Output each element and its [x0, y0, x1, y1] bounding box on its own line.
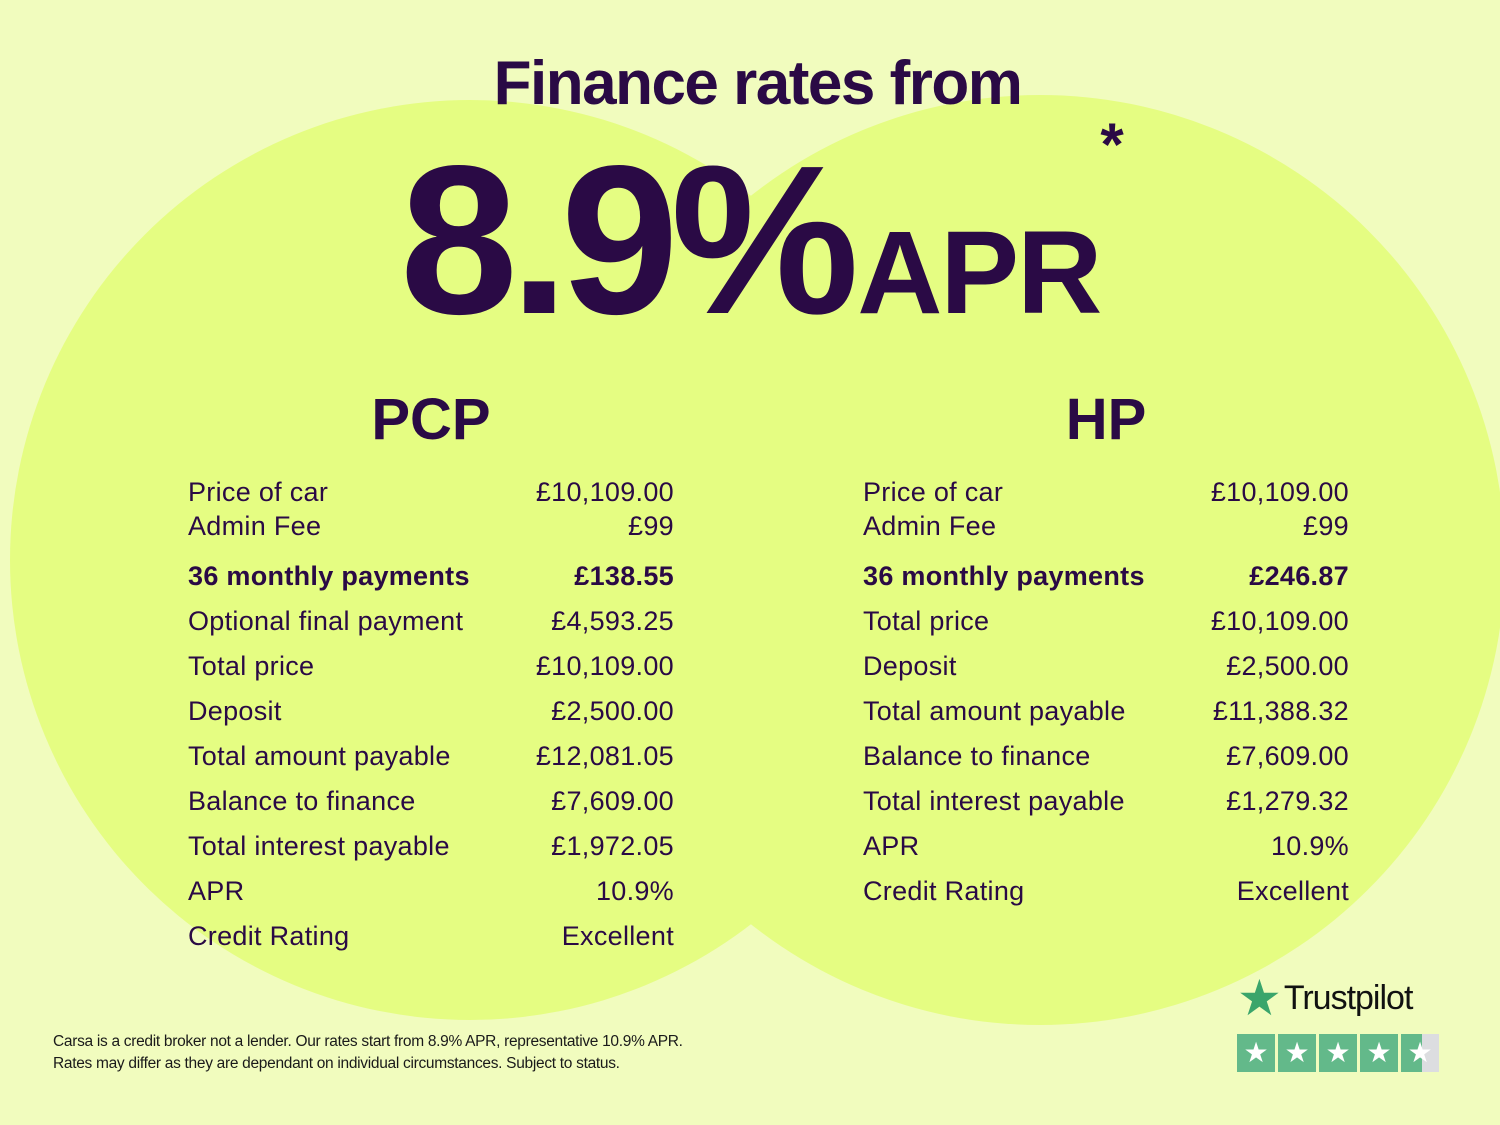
- row-label: Total interest payable: [188, 831, 450, 861]
- row-label: Total amount payable: [863, 696, 1126, 726]
- table-row: Admin Fee £99: [863, 509, 1349, 543]
- row-value: £7,609.00: [1226, 741, 1349, 771]
- rate-apr: APR: [857, 207, 1102, 339]
- table-row: Admin Fee £99: [188, 509, 674, 543]
- star-icon: ★: [1278, 1034, 1316, 1072]
- row-value: £138.55: [574, 561, 674, 591]
- table-row: Price of car £10,109.00: [863, 475, 1349, 509]
- row-label: Deposit: [863, 651, 957, 681]
- table-row: Credit Rating Excellent: [188, 914, 674, 959]
- table-row: 36 monthly payments £138.55: [188, 554, 674, 599]
- row-value: 10.9%: [1270, 831, 1349, 861]
- row-value: £10,109.00: [1210, 606, 1349, 636]
- row-label: Price of car: [188, 477, 329, 507]
- disclaimer: Carsa is a credit broker not a lender. O…: [53, 1031, 683, 1075]
- table-row: Total price £10,109.00: [188, 644, 674, 689]
- row-value: Excellent: [561, 921, 674, 951]
- star-icon: ★: [1360, 1034, 1398, 1072]
- row-value: £1,972.05: [551, 831, 674, 861]
- row-value: £246.87: [1249, 561, 1349, 591]
- table-row: Total amount payable £11,388.32: [863, 689, 1349, 734]
- row-value: £2,500.00: [551, 696, 674, 726]
- pcp-heading: PCP: [371, 387, 491, 452]
- row-label: Total interest payable: [863, 786, 1125, 816]
- table-row: Price of car £10,109.00: [188, 475, 674, 509]
- table-row: Balance to finance £7,609.00: [188, 779, 674, 824]
- row-label: 36 monthly payments: [863, 561, 1145, 591]
- table-row: APR 10.9%: [863, 824, 1349, 869]
- row-label: Admin Fee: [188, 511, 322, 541]
- star-icon: ★: [1401, 1034, 1439, 1072]
- headline-title: Finance rates from: [493, 49, 1023, 118]
- table-row: Total interest payable £1,279.32: [863, 779, 1349, 824]
- row-value: £4,593.25: [551, 606, 674, 636]
- table-row: Deposit £2,500.00: [188, 689, 674, 734]
- row-label: Total price: [863, 606, 990, 636]
- row-label: APR: [188, 876, 245, 906]
- table-row: Optional final payment £4,593.25: [188, 599, 674, 644]
- table-row: 36 monthly payments £246.87: [863, 554, 1349, 599]
- disclaimer-line-2: Rates may differ as they are dependant o…: [53, 1055, 620, 1072]
- table-row: Credit Rating Excellent: [863, 869, 1349, 914]
- row-value: £7,609.00: [551, 786, 674, 816]
- pcp-table: PCP Price of car £10,109.00 Admin Fee £99 36…: [188, 385, 674, 959]
- row-value: £99: [1303, 511, 1349, 541]
- table-row: Total amount payable £12,081.05: [188, 734, 674, 779]
- row-value: 10.9%: [595, 876, 674, 906]
- row-label: Total amount payable: [188, 741, 451, 771]
- row-value: £1,279.32: [1226, 786, 1349, 816]
- row-label: 36 monthly payments: [188, 561, 470, 591]
- row-value: £99: [628, 511, 674, 541]
- row-value: Excellent: [1236, 876, 1349, 906]
- table-row: Total price £10,109.00: [863, 599, 1349, 644]
- row-value: £11,388.32: [1212, 696, 1349, 726]
- rate-value: 8.9%: [400, 121, 859, 358]
- row-label: Total price: [188, 651, 315, 681]
- trustpilot-badge: ★ Trustpilot ★ ★ ★ ★ ★: [1237, 972, 1445, 1072]
- star-icon: ★: [1237, 1034, 1275, 1072]
- disclaimer-line-1: Carsa is a credit broker not a lender. O…: [53, 1033, 683, 1050]
- row-value: £10,109.00: [535, 477, 674, 507]
- star-icon: ★: [1319, 1034, 1357, 1072]
- trustpilot-star-icon: ★: [1237, 970, 1282, 1026]
- row-label: Optional final payment: [188, 606, 464, 636]
- table-row: Deposit £2,500.00: [863, 644, 1349, 689]
- row-value: £10,109.00: [535, 651, 674, 681]
- headline-rate: 8.9%APR *: [400, 111, 1124, 362]
- row-label: Deposit: [188, 696, 282, 726]
- trustpilot-rating: ★ ★ ★ ★ ★: [1237, 1034, 1445, 1072]
- row-value: £12,081.05: [535, 741, 674, 771]
- hp-heading: HP: [1065, 387, 1147, 452]
- table-row: Balance to finance £7,609.00: [863, 734, 1349, 779]
- row-label: Credit Rating: [863, 876, 1025, 906]
- row-value: £10,109.00: [1210, 477, 1349, 507]
- row-value: £2,500.00: [1226, 651, 1349, 681]
- trustpilot-name: Trustpilot: [1283, 978, 1414, 1017]
- background-circle-right: [575, 95, 1500, 1025]
- hp-table: HP Price of car £10,109.00 Admin Fee £99 36 …: [863, 385, 1349, 914]
- table-row: APR 10.9%: [188, 869, 674, 914]
- row-label: Balance to finance: [188, 786, 416, 816]
- row-label: Price of car: [863, 477, 1004, 507]
- row-label: APR: [863, 831, 920, 861]
- row-label: Balance to finance: [863, 741, 1091, 771]
- asterisk: *: [1100, 111, 1124, 178]
- row-label: Credit Rating: [188, 921, 350, 951]
- row-label: Admin Fee: [863, 511, 997, 541]
- table-row: Total interest payable £1,972.05: [188, 824, 674, 869]
